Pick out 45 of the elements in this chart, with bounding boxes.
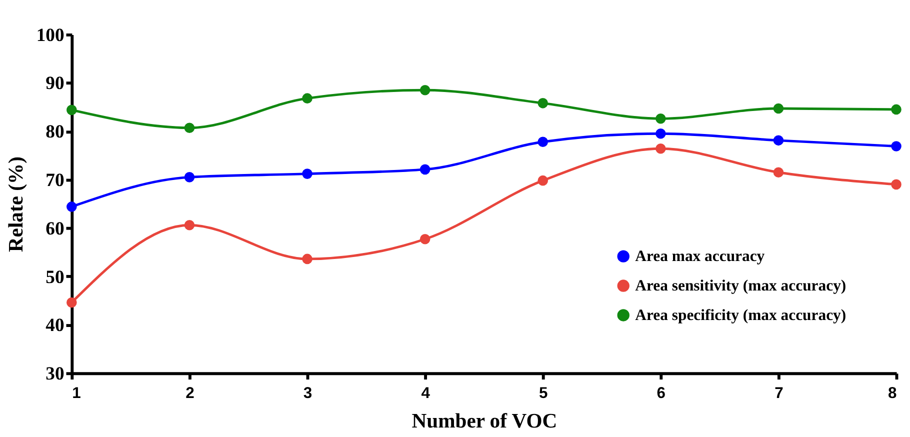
y-tick-label: 60 <box>46 218 64 240</box>
x-tick-label: 1 <box>72 385 82 402</box>
point <box>184 122 195 133</box>
x-tick-label: 4 <box>421 385 430 402</box>
point <box>302 93 312 104</box>
point <box>66 202 77 212</box>
point <box>538 136 548 148</box>
point <box>538 98 548 108</box>
point <box>538 175 548 186</box>
x-axis-title: Number of VOC <box>412 410 558 433</box>
point <box>773 135 784 146</box>
x-tick-label: 2 <box>186 385 195 402</box>
point <box>773 103 784 114</box>
x-tick-label: 6 <box>656 385 666 402</box>
point <box>656 144 666 154</box>
y-tick-label: 50 <box>46 266 64 288</box>
y-tick-label: 30 <box>46 364 64 385</box>
point <box>891 179 902 190</box>
point <box>302 168 312 179</box>
point <box>66 104 77 116</box>
legend-label: Area max accuracy <box>635 248 765 266</box>
point <box>656 114 666 124</box>
point <box>420 164 430 175</box>
point <box>302 254 312 264</box>
point <box>773 167 784 178</box>
y-tick-label: 100 <box>36 24 64 46</box>
point <box>656 128 666 139</box>
legend-label: Area specificity (max accuracy) <box>635 307 846 324</box>
point <box>420 234 430 244</box>
point <box>66 297 77 308</box>
x-tick-label: 3 <box>303 385 312 402</box>
x-tick-label: 7 <box>774 385 784 402</box>
point <box>184 220 195 230</box>
point <box>420 84 430 96</box>
y-tick-label: 70 <box>46 170 64 191</box>
point <box>184 172 195 182</box>
legend-label: Area sensitivity (max accuracy) <box>635 278 846 295</box>
y-axis-title: Relate (%) <box>6 156 28 252</box>
y-tick-label: 90 <box>46 73 64 94</box>
y-tick-label: 80 <box>46 122 64 143</box>
point <box>891 104 902 115</box>
y-tick-label: 40 <box>46 315 64 336</box>
point <box>891 141 902 152</box>
x-tick-label: 8 <box>888 385 898 402</box>
x-tick-label: 5 <box>538 385 548 402</box>
